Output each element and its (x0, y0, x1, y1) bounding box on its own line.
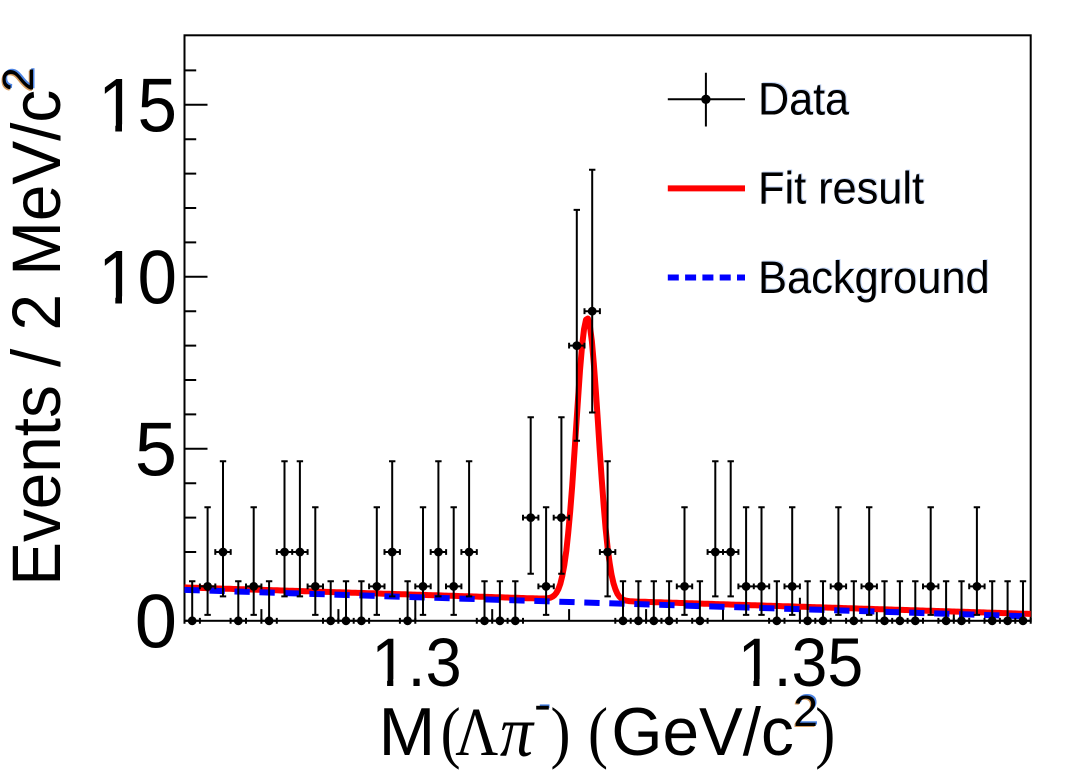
svg-text:π: π (500, 692, 535, 772)
svg-text:GeV/c: GeV/c (611, 694, 793, 770)
svg-text:2: 2 (0, 67, 43, 91)
svg-text:): ) (551, 694, 571, 770)
svg-text:Data: Data (759, 73, 851, 124)
svg-text:2: 2 (0, 69, 42, 93)
svg-text:2: 2 (0, 66, 44, 90)
svg-text:Data: Data (758, 74, 850, 125)
svg-text:(: ( (588, 694, 608, 770)
svg-text:Fit result: Fit result (758, 163, 924, 214)
svg-text:Background: Background (758, 252, 990, 303)
svg-text:M: M (379, 694, 436, 770)
svg-text:2: 2 (795, 686, 819, 735)
svg-text:Λ: Λ (455, 694, 498, 770)
svg-text:): ) (815, 694, 835, 770)
svg-text:1.3: 1.3 (371, 624, 462, 701)
svg-text:5: 5 (135, 407, 177, 492)
svg-text:0: 0 (135, 579, 177, 664)
svg-text:2: 2 (792, 688, 816, 737)
svg-text:10: 10 (98, 235, 177, 320)
svg-text:1.35: 1.35 (738, 624, 864, 701)
svg-text:Events / 2 MeV/c: Events / 2 MeV/c (0, 90, 75, 586)
svg-text:Fit result: Fit result (759, 162, 925, 213)
svg-text:2: 2 (793, 687, 817, 736)
svg-text:(: ( (441, 694, 461, 770)
svg-text:15: 15 (98, 63, 177, 148)
svg-text:Background: Background (759, 251, 991, 302)
